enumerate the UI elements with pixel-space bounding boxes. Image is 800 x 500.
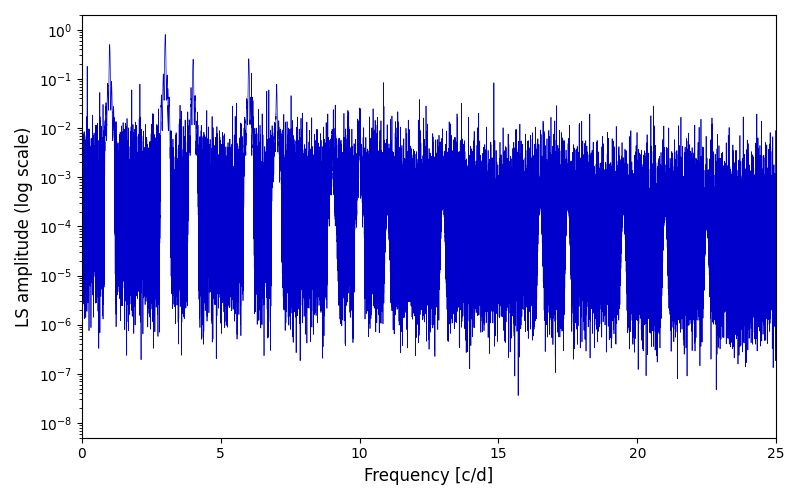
X-axis label: Frequency [c/d]: Frequency [c/d] xyxy=(364,467,494,485)
Y-axis label: LS amplitude (log scale): LS amplitude (log scale) xyxy=(15,126,33,326)
